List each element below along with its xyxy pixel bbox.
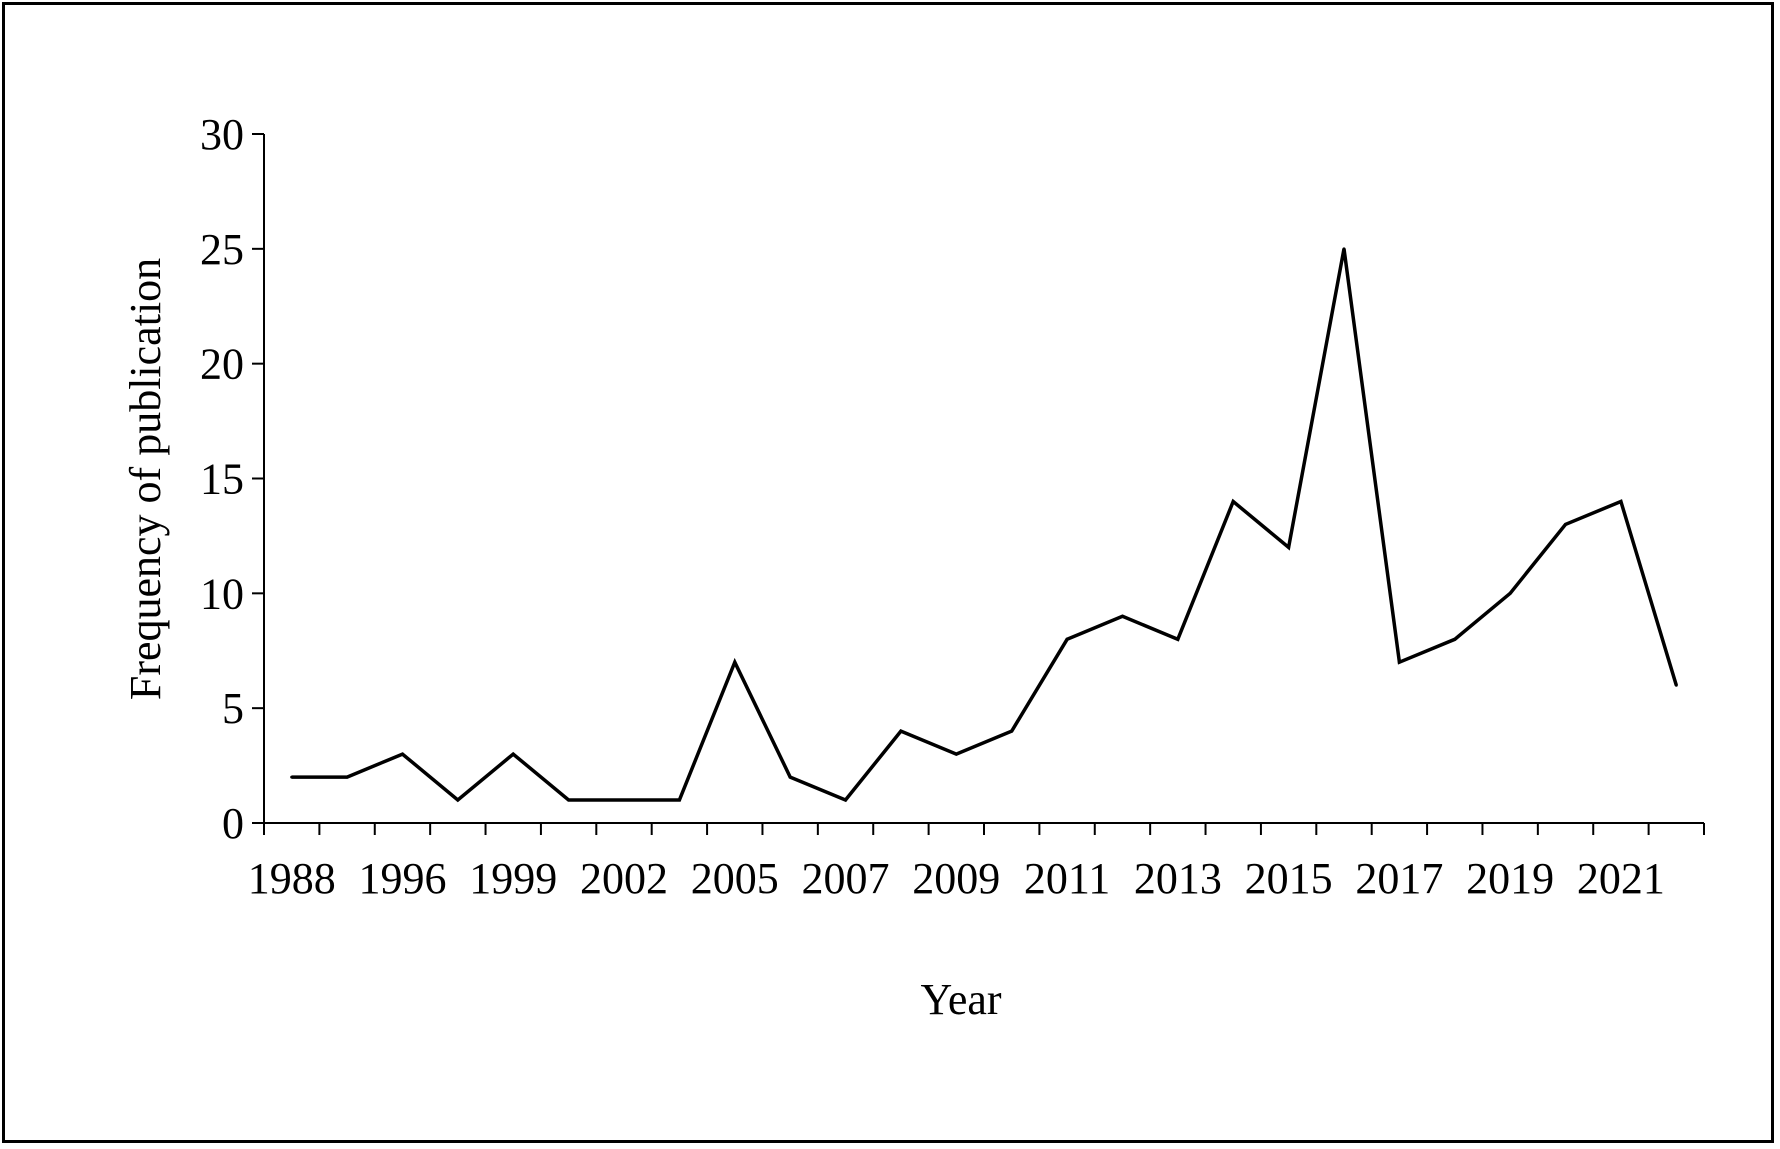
data-point xyxy=(1674,683,1678,687)
data-point xyxy=(1010,729,1014,733)
y-axis-title: Frequency of publication xyxy=(121,258,170,700)
data-point xyxy=(1564,522,1568,526)
data-point xyxy=(1508,591,1512,595)
data-point xyxy=(1397,660,1401,664)
y-tick-label: 0 xyxy=(222,799,244,848)
y-tick-label: 15 xyxy=(200,455,244,504)
data-point xyxy=(567,798,571,802)
data-point xyxy=(677,798,681,802)
plot-area: 0 5 10 15 20 25 30 1988 1996 1999 2002 2005 2007 2009… xyxy=(200,110,1705,903)
y-tick-label: 25 xyxy=(200,225,244,274)
data-point xyxy=(345,775,349,779)
y-tick-label: 30 xyxy=(200,110,244,159)
data-point xyxy=(622,798,626,802)
data-point xyxy=(290,775,294,779)
x-tick-label: 2013 xyxy=(1134,854,1222,903)
x-tick-label: 2021 xyxy=(1577,854,1665,903)
x-tick-label: 2019 xyxy=(1466,854,1554,903)
x-tick-label: 2011 xyxy=(1024,854,1110,903)
data-point xyxy=(1176,637,1180,641)
data-point xyxy=(1619,499,1623,503)
data-point xyxy=(954,752,958,756)
series-line xyxy=(291,248,1678,803)
data-point xyxy=(788,775,792,779)
x-tick-label: 2009 xyxy=(912,854,1000,903)
data-point xyxy=(733,660,737,664)
data-point xyxy=(899,729,903,733)
data-point xyxy=(1231,499,1235,503)
x-tick-label: 2017 xyxy=(1355,854,1443,903)
y-tick-label: 20 xyxy=(200,340,244,389)
data-point xyxy=(456,798,460,802)
y-tick-label: 10 xyxy=(200,569,244,618)
x-tick-label: 1996 xyxy=(358,854,446,903)
x-tick-label: 2007 xyxy=(802,854,890,903)
x-tick-label: 2002 xyxy=(580,854,668,903)
data-point xyxy=(1453,637,1457,641)
data-point xyxy=(511,752,515,756)
x-tick-label: 1999 xyxy=(469,854,557,903)
y-tick-label: 5 xyxy=(222,684,244,733)
data-point xyxy=(844,798,848,802)
x-axis-title: Year xyxy=(920,975,1001,1024)
data-point xyxy=(1120,614,1124,618)
x-tick-label: 2015 xyxy=(1245,854,1333,903)
data-point xyxy=(400,752,404,756)
data-point xyxy=(1287,545,1291,549)
x-tick-label: 2005 xyxy=(691,854,779,903)
data-point xyxy=(1065,637,1069,641)
data-point xyxy=(1342,247,1346,251)
x-tick-label: 1988 xyxy=(248,854,336,903)
